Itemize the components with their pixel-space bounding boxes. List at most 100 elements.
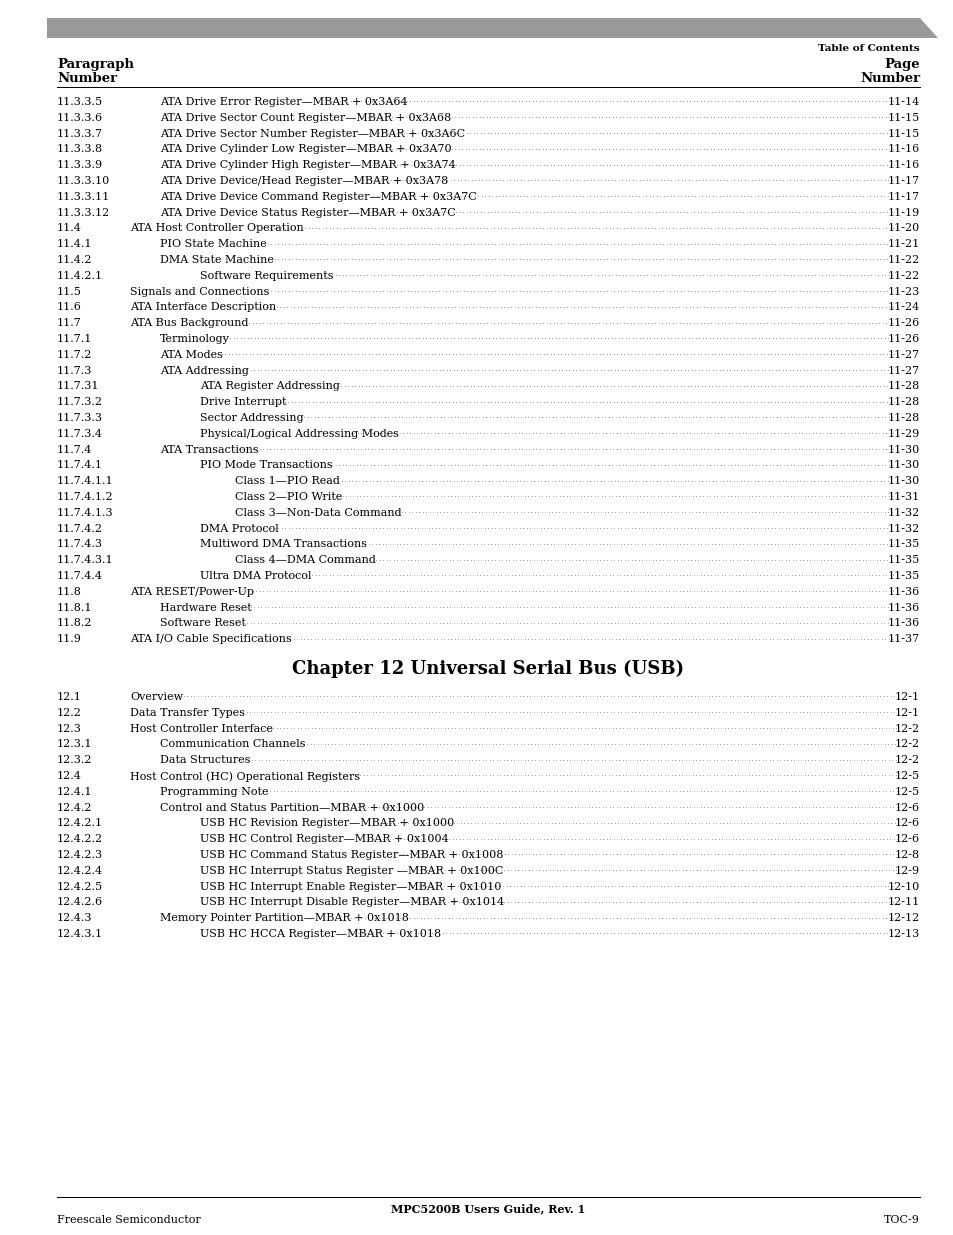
Text: 11.7.3.4: 11.7.3.4 — [57, 429, 103, 438]
Text: 11.3.3.6: 11.3.3.6 — [57, 112, 103, 122]
Text: 11-22: 11-22 — [887, 254, 919, 266]
Text: 12-5: 12-5 — [894, 787, 919, 797]
Text: PIO Mode Transactions: PIO Mode Transactions — [200, 461, 333, 471]
Text: 11.3.3.10: 11.3.3.10 — [57, 177, 111, 186]
Text: 11-35: 11-35 — [887, 540, 919, 550]
Text: 11-30: 11-30 — [887, 461, 919, 471]
Text: 12-8: 12-8 — [894, 850, 919, 860]
Text: 11-28: 11-28 — [887, 398, 919, 408]
Text: 11-17: 11-17 — [887, 177, 919, 186]
Text: ATA Transactions: ATA Transactions — [160, 445, 258, 454]
Text: 11.3.3.11: 11.3.3.11 — [57, 191, 111, 201]
Text: 12-12: 12-12 — [887, 913, 919, 924]
Text: USB HC Control Register—MBAR + 0x1004: USB HC Control Register—MBAR + 0x1004 — [200, 834, 448, 845]
Text: Number: Number — [859, 72, 919, 85]
Text: ATA Interface Description: ATA Interface Description — [130, 303, 276, 312]
Text: 11.7.4.1: 11.7.4.1 — [57, 461, 103, 471]
Text: ATA Drive Cylinder Low Register—MBAR + 0x3A70: ATA Drive Cylinder Low Register—MBAR + 0… — [160, 144, 451, 154]
Text: 12-11: 12-11 — [887, 898, 919, 908]
Text: 12.4.2.3: 12.4.2.3 — [57, 850, 103, 860]
Text: 11-30: 11-30 — [887, 445, 919, 454]
Text: Ultra DMA Protocol: Ultra DMA Protocol — [200, 571, 312, 580]
Text: Class 3—Non-Data Command: Class 3—Non-Data Command — [234, 508, 401, 517]
Text: USB HC Command Status Register—MBAR + 0x1008: USB HC Command Status Register—MBAR + 0x… — [200, 850, 503, 860]
Text: Data Structures: Data Structures — [160, 755, 251, 766]
Text: 11-32: 11-32 — [887, 508, 919, 517]
Text: ATA Drive Device Status Register—MBAR + 0x3A7C: ATA Drive Device Status Register—MBAR + … — [160, 207, 456, 217]
Text: Host Control (HC) Operational Registers: Host Control (HC) Operational Registers — [130, 771, 359, 782]
Text: 11.7.4.3: 11.7.4.3 — [57, 540, 103, 550]
Text: 11.7: 11.7 — [57, 319, 82, 329]
Text: Memory Pointer Partition—MBAR + 0x1018: Memory Pointer Partition—MBAR + 0x1018 — [160, 913, 409, 924]
Text: 11-15: 11-15 — [887, 128, 919, 138]
Text: USB HC HCCA Register—MBAR + 0x1018: USB HC HCCA Register—MBAR + 0x1018 — [200, 929, 440, 939]
Text: 11.8: 11.8 — [57, 587, 82, 597]
Text: 11-31: 11-31 — [887, 492, 919, 501]
Text: 11.8.1: 11.8.1 — [57, 603, 92, 613]
Text: 12.1: 12.1 — [57, 692, 82, 701]
Text: TOC-9: TOC-9 — [883, 1215, 919, 1225]
Text: ATA Bus Background: ATA Bus Background — [130, 319, 248, 329]
Text: 11.3.3.5: 11.3.3.5 — [57, 98, 103, 107]
Text: MPC5200B Users Guide, Rev. 1: MPC5200B Users Guide, Rev. 1 — [391, 1203, 585, 1214]
Text: Sector Addressing: Sector Addressing — [200, 412, 303, 424]
Text: ATA Drive Cylinder High Register—MBAR + 0x3A74: ATA Drive Cylinder High Register—MBAR + … — [160, 161, 456, 170]
Text: USB HC Interrupt Disable Register—MBAR + 0x1014: USB HC Interrupt Disable Register—MBAR +… — [200, 898, 504, 908]
Text: 11.7.4.4: 11.7.4.4 — [57, 571, 103, 580]
Text: 12.4.2.4: 12.4.2.4 — [57, 866, 103, 876]
Text: 11.3.3.12: 11.3.3.12 — [57, 207, 111, 217]
Text: 11.7.4: 11.7.4 — [57, 445, 92, 454]
Text: Hardware Reset: Hardware Reset — [160, 603, 252, 613]
Text: Terminology: Terminology — [160, 333, 230, 345]
Text: USB HC Interrupt Status Register —MBAR + 0x100C: USB HC Interrupt Status Register —MBAR +… — [200, 866, 503, 876]
Text: 11-16: 11-16 — [887, 144, 919, 154]
Text: Page: Page — [883, 58, 919, 70]
Text: 11-23: 11-23 — [887, 287, 919, 296]
Text: 11-36: 11-36 — [887, 619, 919, 629]
Text: 12-6: 12-6 — [894, 803, 919, 813]
Text: DMA State Machine: DMA State Machine — [160, 254, 274, 266]
Text: Chapter 12 Universal Serial Bus (USB): Chapter 12 Universal Serial Bus (USB) — [293, 659, 684, 678]
Text: 12.4.2.6: 12.4.2.6 — [57, 898, 103, 908]
Text: Drive Interrupt: Drive Interrupt — [200, 398, 286, 408]
Text: Multiword DMA Transactions: Multiword DMA Transactions — [200, 540, 367, 550]
Text: 12-6: 12-6 — [894, 834, 919, 845]
Text: ATA Drive Error Register—MBAR + 0x3A64: ATA Drive Error Register—MBAR + 0x3A64 — [160, 98, 407, 107]
Text: 11-29: 11-29 — [887, 429, 919, 438]
Text: 12.3: 12.3 — [57, 724, 82, 734]
Text: 12.4.2.1: 12.4.2.1 — [57, 819, 103, 829]
Text: 11.7.4.1.2: 11.7.4.1.2 — [57, 492, 113, 501]
Text: 11.7.4.1.1: 11.7.4.1.1 — [57, 477, 113, 487]
Text: Class 4—DMA Command: Class 4—DMA Command — [234, 556, 375, 566]
Text: Host Controller Interface: Host Controller Interface — [130, 724, 273, 734]
Text: Communication Channels: Communication Channels — [160, 740, 305, 750]
Text: 11-36: 11-36 — [887, 587, 919, 597]
Text: 11.7.1: 11.7.1 — [57, 333, 92, 345]
Text: Software Reset: Software Reset — [160, 619, 246, 629]
Text: 11.7.3: 11.7.3 — [57, 366, 92, 375]
Text: 11-28: 11-28 — [887, 412, 919, 424]
Text: 11.4.2: 11.4.2 — [57, 254, 92, 266]
Text: 11-14: 11-14 — [887, 98, 919, 107]
Text: Physical/Logical Addressing Modes: Physical/Logical Addressing Modes — [200, 429, 398, 438]
Text: 11-27: 11-27 — [887, 350, 919, 359]
Text: 12-6: 12-6 — [894, 819, 919, 829]
Text: ATA Addressing: ATA Addressing — [160, 366, 249, 375]
Text: 11-24: 11-24 — [887, 303, 919, 312]
Text: 11.5: 11.5 — [57, 287, 82, 296]
Text: 11-22: 11-22 — [887, 270, 919, 280]
Text: Software Requirements: Software Requirements — [200, 270, 334, 280]
Text: 11.7.31: 11.7.31 — [57, 382, 99, 391]
Polygon shape — [47, 19, 937, 38]
Text: ATA Register Addressing: ATA Register Addressing — [200, 382, 339, 391]
Text: Signals and Connections: Signals and Connections — [130, 287, 269, 296]
Text: 12-2: 12-2 — [894, 724, 919, 734]
Text: Freescale Semiconductor: Freescale Semiconductor — [57, 1215, 200, 1225]
Text: 11.4: 11.4 — [57, 224, 82, 233]
Text: 12-2: 12-2 — [894, 740, 919, 750]
Text: 12.4.2: 12.4.2 — [57, 803, 92, 813]
Text: Programming Note: Programming Note — [160, 787, 268, 797]
Text: 12.4: 12.4 — [57, 771, 82, 781]
Text: Table of Contents: Table of Contents — [818, 44, 919, 53]
Text: ATA Drive Device Command Register—MBAR + 0x3A7C: ATA Drive Device Command Register—MBAR +… — [160, 191, 476, 201]
